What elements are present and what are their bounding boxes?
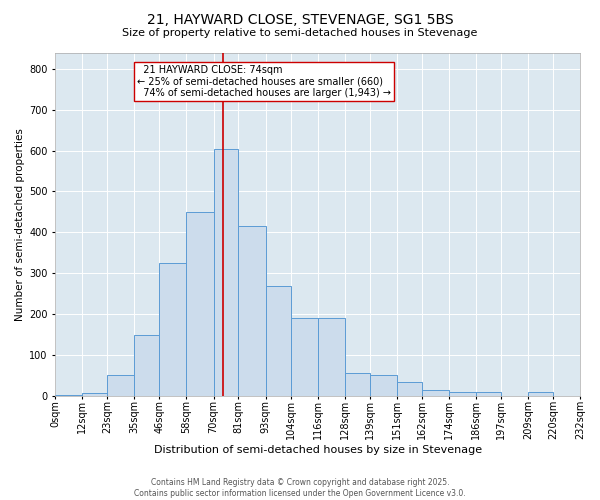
Bar bbox=[238, 226, 266, 396]
Bar bbox=[422, 390, 449, 396]
Bar bbox=[134, 334, 160, 396]
Text: 21, HAYWARD CLOSE, STEVENAGE, SG1 5BS: 21, HAYWARD CLOSE, STEVENAGE, SG1 5BS bbox=[146, 12, 454, 26]
Bar bbox=[187, 212, 214, 396]
Bar bbox=[317, 318, 345, 396]
Bar bbox=[370, 376, 397, 396]
Bar bbox=[528, 392, 553, 396]
Bar bbox=[55, 395, 82, 396]
Text: 21 HAYWARD CLOSE: 74sqm
← 25% of semi-detached houses are smaller (660)
  74% of: 21 HAYWARD CLOSE: 74sqm ← 25% of semi-de… bbox=[137, 65, 391, 98]
Bar bbox=[214, 148, 238, 396]
Text: Size of property relative to semi-detached houses in Stevenage: Size of property relative to semi-detach… bbox=[122, 28, 478, 38]
Y-axis label: Number of semi-detached properties: Number of semi-detached properties bbox=[15, 128, 25, 320]
Text: Contains HM Land Registry data © Crown copyright and database right 2025.
Contai: Contains HM Land Registry data © Crown c… bbox=[134, 478, 466, 498]
Bar bbox=[476, 392, 501, 396]
Bar bbox=[397, 382, 422, 396]
Bar bbox=[160, 263, 187, 396]
Bar bbox=[266, 286, 290, 396]
Bar bbox=[345, 374, 370, 396]
Bar bbox=[449, 392, 476, 396]
Bar bbox=[82, 392, 107, 396]
Bar bbox=[107, 376, 134, 396]
X-axis label: Distribution of semi-detached houses by size in Stevenage: Distribution of semi-detached houses by … bbox=[154, 445, 482, 455]
Bar bbox=[290, 318, 317, 396]
